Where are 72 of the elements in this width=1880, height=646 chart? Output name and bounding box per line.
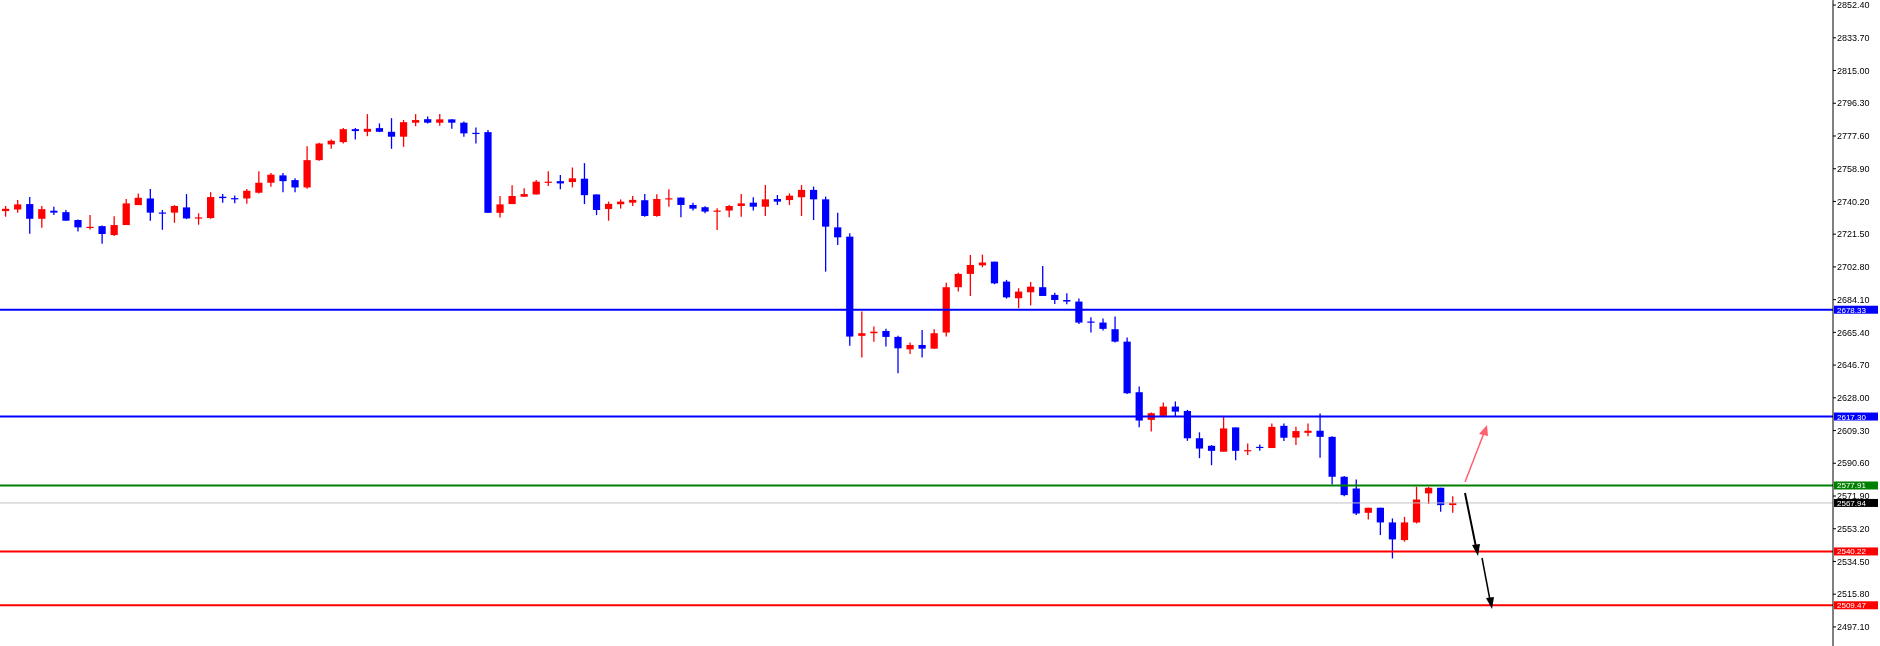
candlestick (1268, 422, 1276, 449)
candlestick (158, 209, 167, 231)
candlestick (1039, 265, 1047, 297)
y-tick-label: 2740.20 (1837, 196, 1870, 207)
candlestick (834, 212, 842, 246)
y-tick-label: 2590.60 (1837, 458, 1870, 469)
ref-line-label: 2540.22 (1837, 547, 1867, 557)
candlestick (1292, 426, 1300, 446)
y-tick-label: 2833.70 (1837, 33, 1870, 43)
ref-line-label: 2678.33 (1837, 305, 1867, 315)
candlestick (1219, 415, 1228, 453)
y-tick-label: 2758.90 (1837, 163, 1870, 174)
candlestick (122, 198, 130, 226)
candlestick (1400, 516, 1409, 543)
candlestick (315, 142, 323, 162)
y-tick-label: 2646.70 (1837, 360, 1870, 371)
y-tick-label: 2497.10 (1837, 622, 1870, 633)
candlestick (1376, 507, 1384, 536)
candlestick (50, 206, 58, 216)
candlestick (809, 185, 818, 221)
y-tick-label: 2852.40 (1837, 0, 1870, 11)
ref-line-label: 2577.91 (1837, 481, 1867, 491)
y-tick-label: 2721.50 (1837, 229, 1870, 240)
candlestick (882, 328, 890, 348)
candlestick (966, 254, 974, 297)
candlestick (146, 188, 154, 222)
y-tick-label: 2628.00 (1837, 393, 1870, 404)
y-tick-label: 2609.30 (1837, 425, 1870, 436)
candlestick (1111, 315, 1119, 344)
candlestick (1195, 431, 1204, 459)
candlestick (207, 191, 215, 220)
candlestick (98, 224, 106, 245)
candlestick (1388, 517, 1397, 560)
candlestick (1304, 422, 1312, 437)
candlestick (737, 193, 745, 218)
y-tick-label: 2665.40 (1837, 327, 1870, 338)
candlestick (954, 272, 962, 293)
candlestick (918, 329, 926, 359)
candlestick (387, 117, 396, 150)
candlestick (797, 184, 806, 217)
candlestick (38, 205, 46, 229)
candlestick (894, 335, 902, 374)
candlestick (761, 184, 769, 217)
candlestick (858, 310, 866, 359)
candlestick (1232, 426, 1240, 461)
candlestick (279, 172, 287, 193)
candlestick (496, 195, 504, 219)
candlestick (641, 193, 649, 218)
candlestick (26, 196, 34, 235)
candlestick (399, 119, 408, 148)
candlestick (592, 193, 601, 216)
y-tick-label: 2702.80 (1837, 262, 1870, 273)
candlestick (1207, 444, 1216, 466)
y-tick-label: 2815.00 (1837, 65, 1870, 76)
y-tick-label: 2684.10 (1837, 294, 1870, 305)
candlestick (1002, 279, 1011, 300)
candlestick (906, 341, 914, 355)
y-tick-label: 2515.80 (1837, 589, 1870, 600)
ref-line-label: 2617.30 (1837, 412, 1867, 422)
y-tick-label: 2553.20 (1837, 523, 1870, 534)
y-tick-label: 2796.30 (1837, 98, 1870, 109)
candlestick (930, 328, 938, 350)
y-tick-label: 2777.60 (1837, 131, 1870, 142)
candlestick (110, 215, 118, 237)
candlestick (363, 113, 372, 137)
candlestick (580, 162, 589, 205)
y-tick-label: 2534.50 (1837, 556, 1870, 567)
candlestick (182, 193, 191, 220)
candlestick (653, 193, 661, 218)
ref-line-label: 2509.47 (1837, 601, 1867, 611)
candlestick (568, 166, 577, 189)
candlestick (604, 200, 613, 222)
